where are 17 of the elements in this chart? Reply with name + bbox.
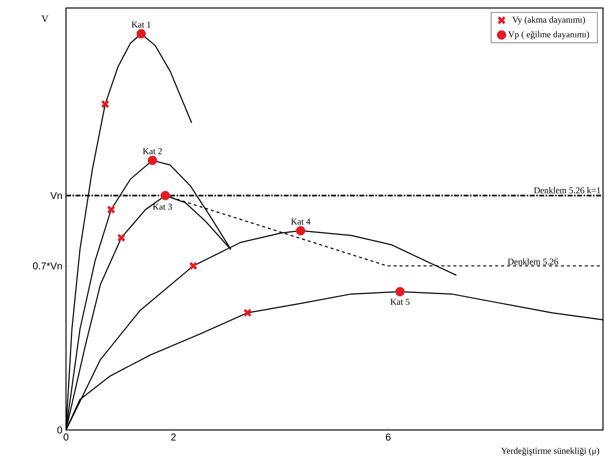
x-axis-title: Yerdeğiştirme sünekliği (μ)	[501, 447, 600, 456]
x-tick-label: 6	[386, 434, 391, 441]
annotation: Kat 1	[132, 22, 150, 28]
y-tick-label: 0.7*Vn	[32, 262, 62, 270]
legend-label: Vy (akma dayanımı)	[512, 16, 585, 25]
y-axis-title: V	[41, 15, 48, 22]
legend-label: Vp ( eğilme dayanımı)	[508, 31, 590, 40]
annotation: Kat 4	[291, 218, 310, 225]
annotation: Kat 2	[142, 148, 162, 154]
ref-line-label: Denklem 5.26 k=1	[534, 187, 600, 194]
x-tick-label: 2	[171, 434, 176, 440]
annotation: Denklem 5.26	[508, 258, 558, 265]
x-tick-label: 0	[64, 434, 68, 441]
y-tick-label: Vn	[50, 192, 62, 199]
annotation: Kat 3	[152, 204, 172, 210]
y-tick-label: 0	[57, 426, 62, 434]
annotation: Kat 5	[390, 298, 410, 305]
